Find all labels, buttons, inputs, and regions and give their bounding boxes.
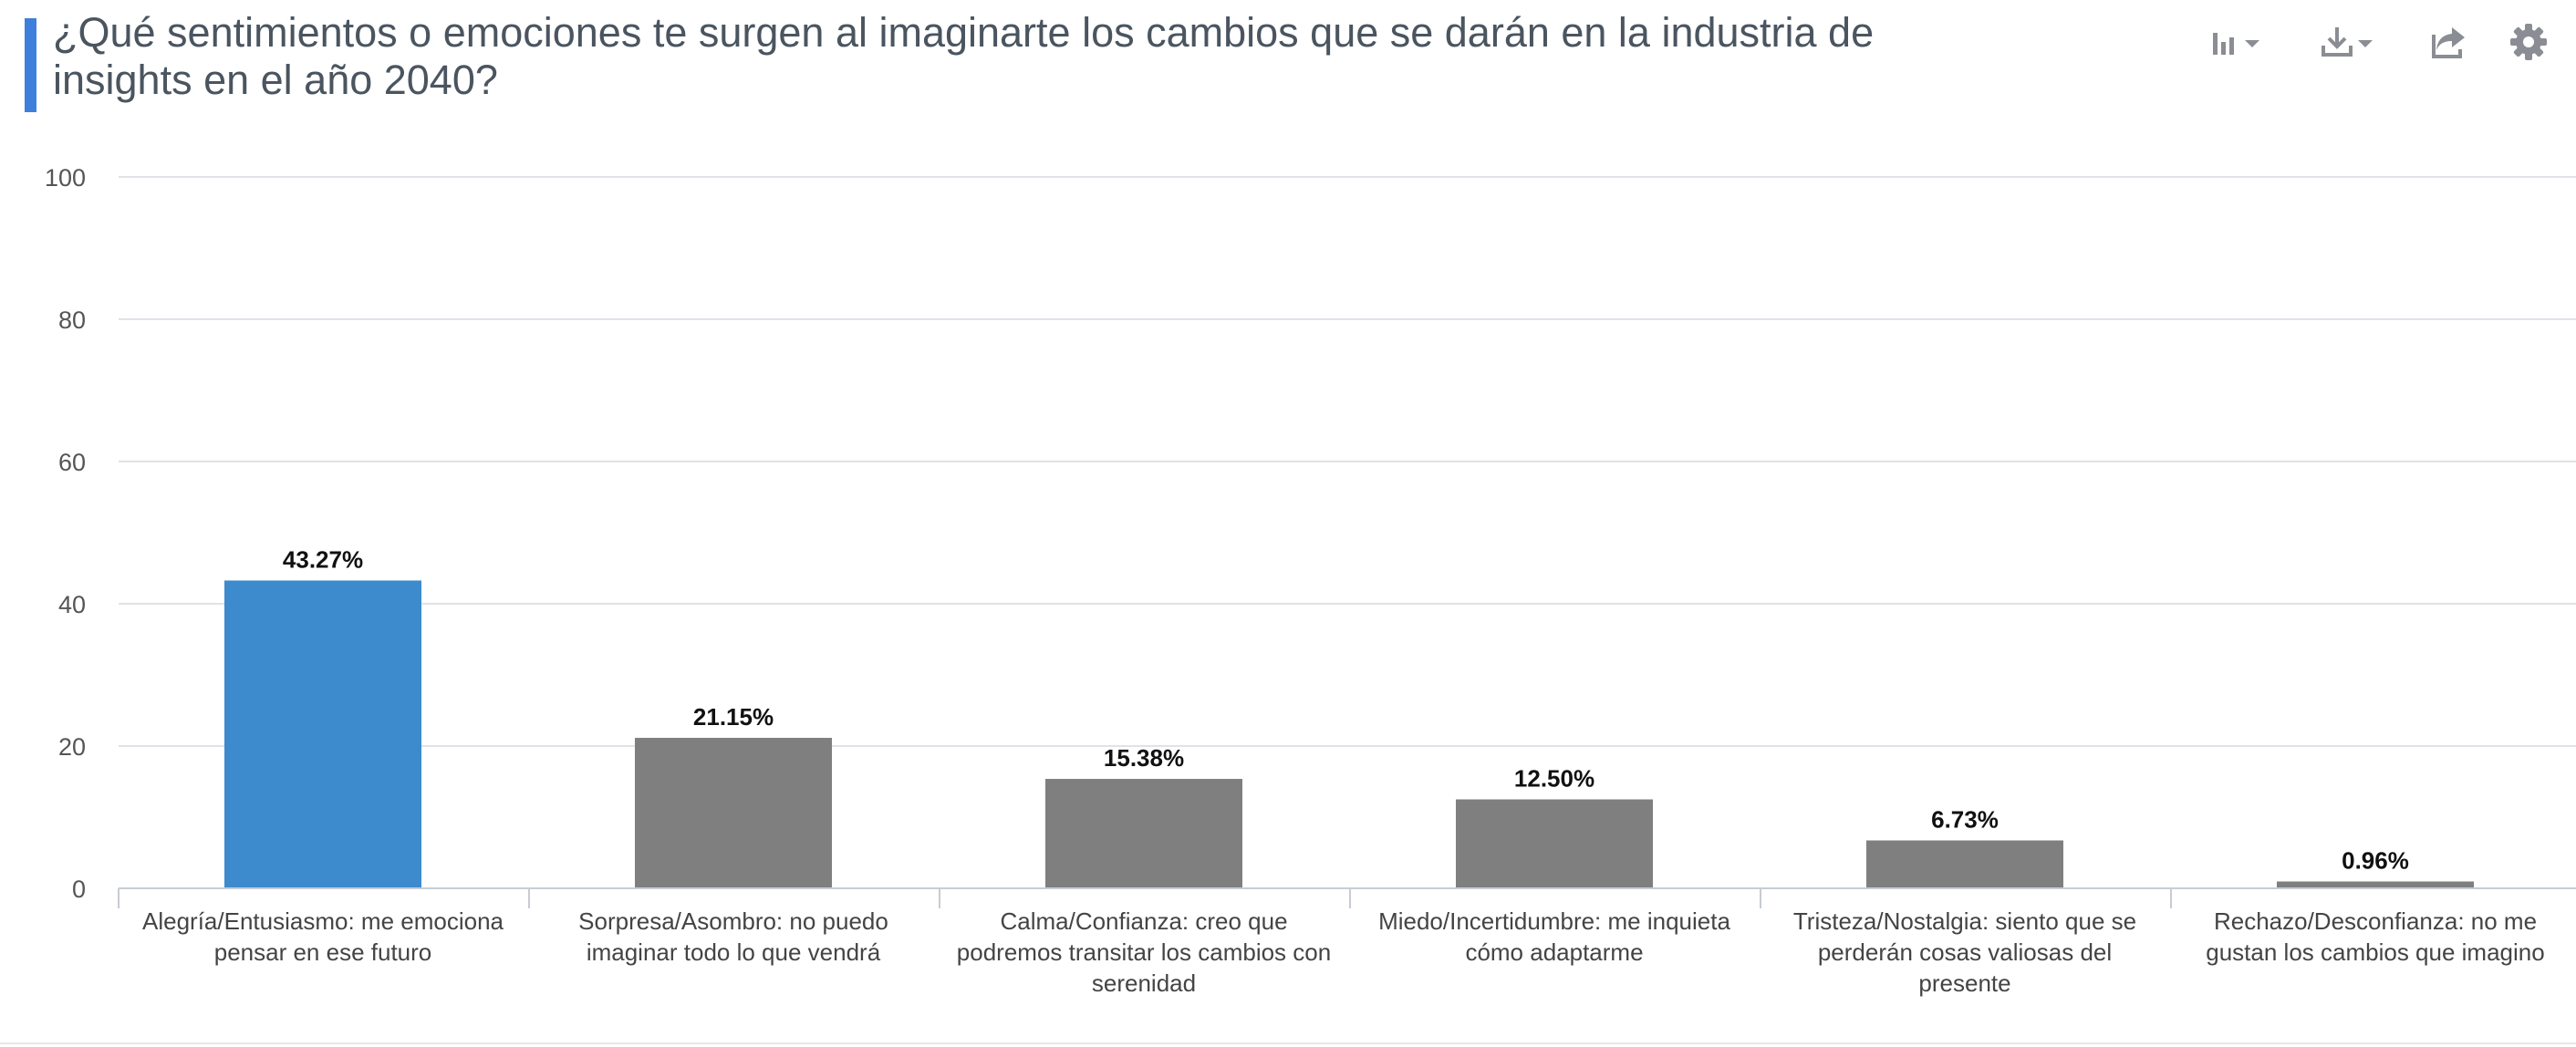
y-tick-label: 40 [58, 591, 86, 618]
x-category-label-line: podremos transitar los cambios con [957, 938, 1331, 966]
bar [1045, 779, 1242, 888]
download-icon [2319, 24, 2355, 60]
data-label: 15.38% [1104, 744, 1184, 772]
x-category-label-line: Tristeza/Nostalgia: siento que se [1793, 907, 2136, 935]
share-button[interactable] [2430, 15, 2468, 69]
x-category-label: Miedo/Incertidumbre: me inquieta cómo ada… [1378, 907, 1730, 966]
bar [1456, 799, 1653, 888]
x-category-label-line: Calma/Confianza: creo que [1000, 907, 1287, 935]
data-label: 0.96% [2342, 847, 2409, 875]
x-category-label: Calma/Confianza: creo que podremos transi… [957, 907, 1331, 997]
bar-chart: 0 20 40 60 80 100 43.27% 21.15% 15.38% 12.50% 6.7… [45, 164, 2576, 997]
bars [224, 580, 2474, 888]
share-icon [2430, 24, 2468, 60]
bar [1866, 840, 2063, 888]
data-labels: 43.27% 21.15% 15.38% 12.50% 6.73% 0.96% [283, 545, 2409, 874]
y-tick-label: 60 [58, 449, 86, 476]
x-category-label-line: Miedo/Incertidumbre: me inquieta [1378, 907, 1730, 935]
chevron-down-icon [2242, 26, 2262, 58]
x-category-label: Alegría/Entusiasmo: me emociona pensar en… [142, 907, 504, 966]
download-button[interactable] [2319, 15, 2375, 69]
data-label: 43.27% [283, 545, 363, 573]
x-category-label-line: pensar en ese futuro [214, 938, 432, 966]
x-category-label-line: gustan los cambios que imagino [2206, 938, 2544, 966]
y-axis-ticks: 0 20 40 60 80 100 [45, 164, 86, 903]
bar [2277, 881, 2474, 888]
x-category-label-line: imaginar todo lo que vendrá [587, 938, 881, 966]
x-category-label-line: cómo adaptarme [1465, 938, 1643, 966]
x-axis: Alegría/Entusiasmo: me emociona pensar en… [118, 887, 2576, 997]
x-category-label-line: perderán cosas valiosas del [1818, 938, 2112, 966]
bar-chart-icon [2209, 26, 2242, 58]
gear-icon [2508, 22, 2549, 62]
y-tick-label: 100 [45, 164, 86, 192]
chart-title: ¿Qué sentimientos o emociones te surgen … [53, 9, 1875, 103]
settings-button[interactable] [2508, 15, 2549, 69]
data-label: 12.50% [1514, 765, 1594, 793]
data-label: 21.15% [693, 703, 774, 731]
chart-type-button[interactable] [2209, 15, 2262, 69]
y-tick-label: 0 [72, 876, 86, 903]
bar [635, 738, 832, 888]
bar [224, 580, 421, 888]
chevron-down-icon [2355, 26, 2375, 58]
x-category-label-line: Alegría/Entusiasmo: me emociona [142, 907, 504, 935]
x-category-label: Rechazo/Desconfianza: no me gustan los ca… [2206, 907, 2544, 966]
x-category-label: Sorpresa/Asombro: no puedo imaginar todo … [578, 907, 888, 966]
title-accent-bar [25, 18, 36, 112]
x-category-label-line: Rechazo/Desconfianza: no me [2214, 907, 2537, 935]
y-tick-label: 20 [58, 733, 86, 761]
x-category-label-line: presente [1918, 969, 2010, 997]
chart-header: ¿Qué sentimientos o emociones te surgen … [0, 0, 2576, 128]
bottom-divider [0, 1042, 2576, 1044]
x-category-label-line: Sorpresa/Asombro: no puedo [578, 907, 888, 935]
y-tick-label: 80 [58, 306, 86, 334]
x-category-label: Tristeza/Nostalgia: siento que se perderá… [1793, 907, 2136, 997]
data-label: 6.73% [1931, 806, 1999, 834]
x-category-label-line: serenidad [1092, 969, 1196, 997]
grid-lines [119, 176, 2576, 747]
